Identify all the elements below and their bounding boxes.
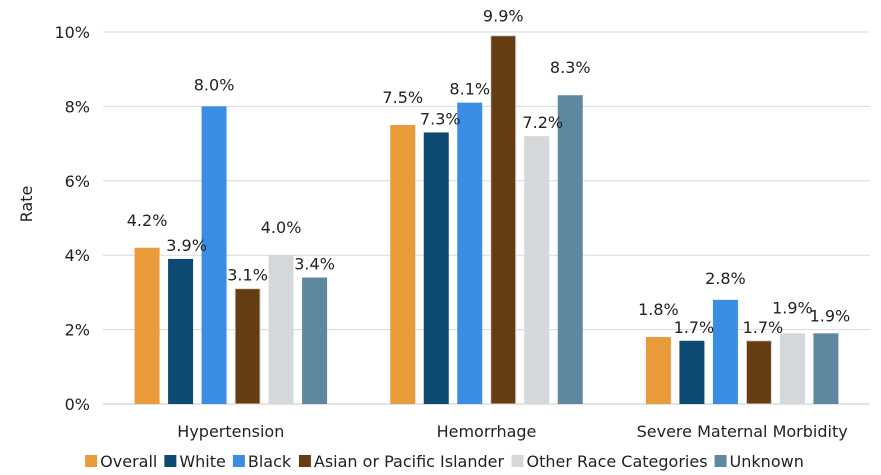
- data-label-1-1: 7.3%: [420, 109, 461, 128]
- bar-1-0: [390, 125, 416, 404]
- legend-label: Black: [248, 452, 292, 471]
- legend-swatch: [298, 455, 311, 467]
- legend-item: Black: [232, 452, 292, 471]
- y-axis-label: Rate: [17, 186, 36, 223]
- data-labels: 4.2% 3.9% 8.0% 3.1% 4.0% 3.4% 7.5% 7.3% 8.1% 9.9%…: [127, 7, 850, 337]
- data-label-2-3: 1.7%: [743, 318, 784, 337]
- y-tick-label: 8%: [65, 97, 90, 116]
- legend-swatch: [714, 455, 727, 467]
- x-category-label: Severe Maternal Morbidity: [637, 422, 848, 441]
- x-category-label: Hemorrhage: [437, 422, 537, 441]
- legend-item: Other Race Categories: [511, 452, 708, 471]
- legend-swatch: [164, 455, 177, 467]
- data-label-0-1: 3.9%: [166, 236, 207, 255]
- data-label-1-3: 9.9%: [483, 7, 524, 26]
- legend-label: Other Race Categories: [526, 452, 707, 471]
- data-label-2-5: 1.9%: [810, 306, 851, 325]
- data-label-2-2: 2.8%: [705, 269, 746, 288]
- data-label-0-0: 4.2%: [127, 211, 168, 230]
- data-label-2-4: 1.9%: [772, 298, 813, 317]
- y-tick-label: 4%: [65, 246, 90, 265]
- data-label-0-3: 3.1%: [227, 266, 268, 285]
- y-tick-label: 0%: [65, 395, 90, 414]
- gridlines: [103, 31, 870, 405]
- bar-2-1: [679, 340, 705, 404]
- legend-label: White: [179, 452, 226, 471]
- bar-1-5: [557, 95, 583, 405]
- x-category-label: Hypertension: [177, 422, 284, 441]
- bar-2-4: [779, 333, 805, 404]
- bar-0-4: [268, 255, 294, 404]
- legend: Overall White Black Asian or Pacific Island…: [85, 452, 804, 471]
- data-label-2-0: 1.8%: [638, 300, 679, 319]
- x-axis-categories: Hypertension Hemorrhage Severe Maternal Mo…: [177, 422, 847, 441]
- bar-0-0: [134, 247, 160, 404]
- y-tick-label: 6%: [65, 172, 90, 191]
- bar-0-2: [201, 106, 227, 405]
- data-label-1-4: 7.2%: [522, 113, 563, 132]
- data-label-0-5: 3.4%: [294, 255, 335, 274]
- legend-item: White: [164, 452, 226, 471]
- legend-item: Overall: [85, 452, 157, 471]
- bar-0-5: [302, 277, 328, 404]
- bar-2-5: [813, 333, 839, 404]
- y-tick-label: 10%: [54, 23, 90, 42]
- legend-item: Unknown: [714, 452, 804, 471]
- bar-2-2: [712, 299, 738, 404]
- bar-1-3: [490, 35, 517, 405]
- data-label-2-1: 1.7%: [674, 318, 715, 337]
- bar-1-1: [423, 132, 449, 404]
- legend-swatch: [85, 455, 98, 467]
- bars: [134, 35, 839, 405]
- bar-2-0: [645, 337, 671, 404]
- data-label-1-0: 7.5%: [382, 88, 423, 107]
- bar-2-3: [745, 340, 772, 405]
- y-axis-ticks: 0% 2% 4% 6% 8% 10%: [54, 23, 90, 414]
- legend-item: Asian or Pacific Islander: [298, 452, 505, 471]
- legend-swatch: [232, 455, 245, 467]
- bar-1-4: [524, 136, 550, 404]
- data-label-0-4: 4.0%: [261, 218, 302, 237]
- y-tick-label: 2%: [65, 321, 90, 340]
- data-label-0-2: 8.0%: [194, 75, 235, 94]
- bar-1-2: [457, 102, 483, 405]
- legend-label: Unknown: [730, 452, 804, 471]
- data-label-1-2: 8.1%: [449, 80, 490, 99]
- data-label-1-5: 8.3%: [550, 58, 591, 77]
- legend-swatch: [511, 455, 524, 467]
- bar-0-3: [234, 288, 261, 405]
- legend-label: Overall: [100, 452, 157, 471]
- legend-label: Asian or Pacific Islander: [314, 452, 505, 471]
- bar-0-1: [168, 258, 194, 404]
